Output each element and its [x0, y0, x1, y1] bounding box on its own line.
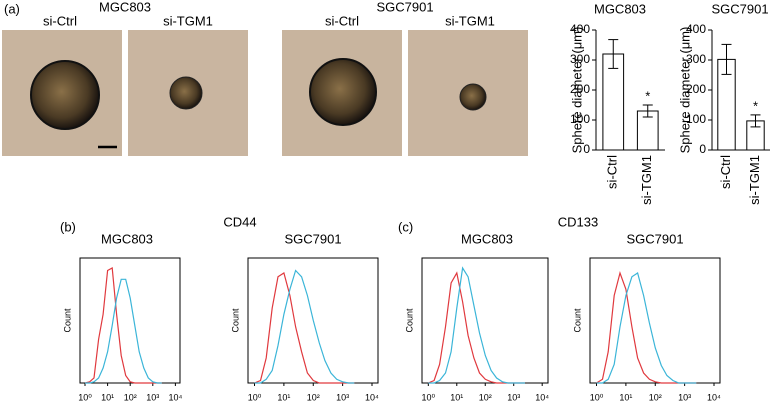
chart-title: MGC803: [594, 1, 646, 16]
x-tick-label: 10⁴: [365, 392, 379, 402]
histogram-line: [84, 267, 162, 384]
plot-frame: [589, 257, 721, 384]
x-tick-label: 10³: [336, 392, 349, 402]
x-tick-label: si-Ctrl: [718, 155, 733, 189]
histogram-line: [85, 278, 162, 384]
sphere: [169, 76, 203, 110]
x-tick-label: 10²: [307, 392, 320, 402]
y-tick-label: 300: [686, 52, 706, 66]
image-label: si-TGM1: [445, 13, 495, 28]
histogram-line: [596, 272, 697, 384]
group-title: MGC803: [99, 0, 151, 14]
y-tick-label: 100: [686, 112, 706, 126]
y-axis-label: Count: [230, 308, 240, 333]
sphere: [30, 60, 100, 130]
significance-mark: *: [645, 88, 650, 103]
y-tick-label: 400: [570, 22, 590, 36]
x-tick-label: 10³: [146, 392, 159, 402]
chart-title: MGC803: [101, 231, 153, 246]
x-tick-label: 10²: [479, 392, 492, 402]
plot-frame: [421, 257, 549, 384]
y-tick-label: 300: [570, 52, 590, 66]
y-tick-label: 200: [686, 82, 706, 96]
marker-label: CD44: [223, 214, 256, 229]
x-tick-label: 10³: [678, 392, 691, 402]
panel-label: (c): [398, 219, 413, 234]
plot-frame: [79, 257, 181, 384]
x-tick-label: 10⁴: [168, 392, 182, 402]
chart-title: MGC803: [461, 231, 513, 246]
x-tick-label: si-Ctrl: [605, 155, 620, 189]
x-tick-label: si-TGM1: [639, 155, 654, 205]
chart-title: SGC7901: [711, 1, 768, 16]
x-tick-label: 10¹: [450, 392, 463, 402]
y-tick-label: 0: [699, 142, 706, 156]
sphere: [459, 83, 487, 111]
image-label: si-Ctrl: [43, 13, 77, 28]
x-tick-label: 10⁴: [707, 392, 721, 402]
panel-label: (b): [60, 219, 76, 234]
x-tick-label: 10¹: [101, 392, 114, 402]
y-axis-label: Count: [62, 308, 72, 333]
y-tick-label: 200: [570, 82, 590, 96]
x-tick-label: 10¹: [277, 392, 290, 402]
chart-title: SGC7901: [284, 231, 341, 246]
sphere: [309, 58, 377, 126]
x-tick-label: 10²: [649, 392, 662, 402]
histogram-line: [596, 270, 697, 384]
histogram-line: [254, 272, 355, 384]
chart-title: SGC7901: [626, 231, 683, 246]
marker-label: CD133: [558, 214, 598, 229]
significance-mark: *: [753, 98, 758, 113]
histogram-line: [428, 271, 525, 384]
x-tick-label: 10²: [124, 392, 137, 402]
y-axis-label: Count: [572, 308, 582, 333]
y-axis-label: Count: [404, 308, 414, 333]
y-axis-label: Sphere diameter (μm): [569, 27, 584, 154]
image-label: si-TGM1: [163, 13, 213, 28]
histogram-line: [254, 269, 355, 384]
y-tick-label: 0: [583, 142, 590, 156]
micrographs: [2, 30, 528, 156]
x-tick-label: 10⁰: [422, 392, 436, 402]
group-title: SGC7901: [376, 0, 433, 14]
image-label: si-Ctrl: [325, 13, 359, 28]
y-axis-label: Sphere diameter (μm): [677, 27, 692, 154]
x-tick-label: si-TGM1: [747, 155, 762, 205]
panel-label: (a): [4, 1, 20, 16]
x-tick-label: 10⁰: [590, 392, 604, 402]
histogram-line: [428, 266, 525, 384]
x-tick-label: 10³: [507, 392, 520, 402]
x-tick-label: 10⁴: [535, 392, 549, 402]
y-tick-label: 100: [570, 112, 590, 126]
y-tick-label: 400: [686, 22, 706, 36]
x-tick-label: 10⁰: [248, 392, 262, 402]
x-tick-label: 10⁰: [78, 392, 92, 402]
x-tick-label: 10¹: [619, 392, 632, 402]
